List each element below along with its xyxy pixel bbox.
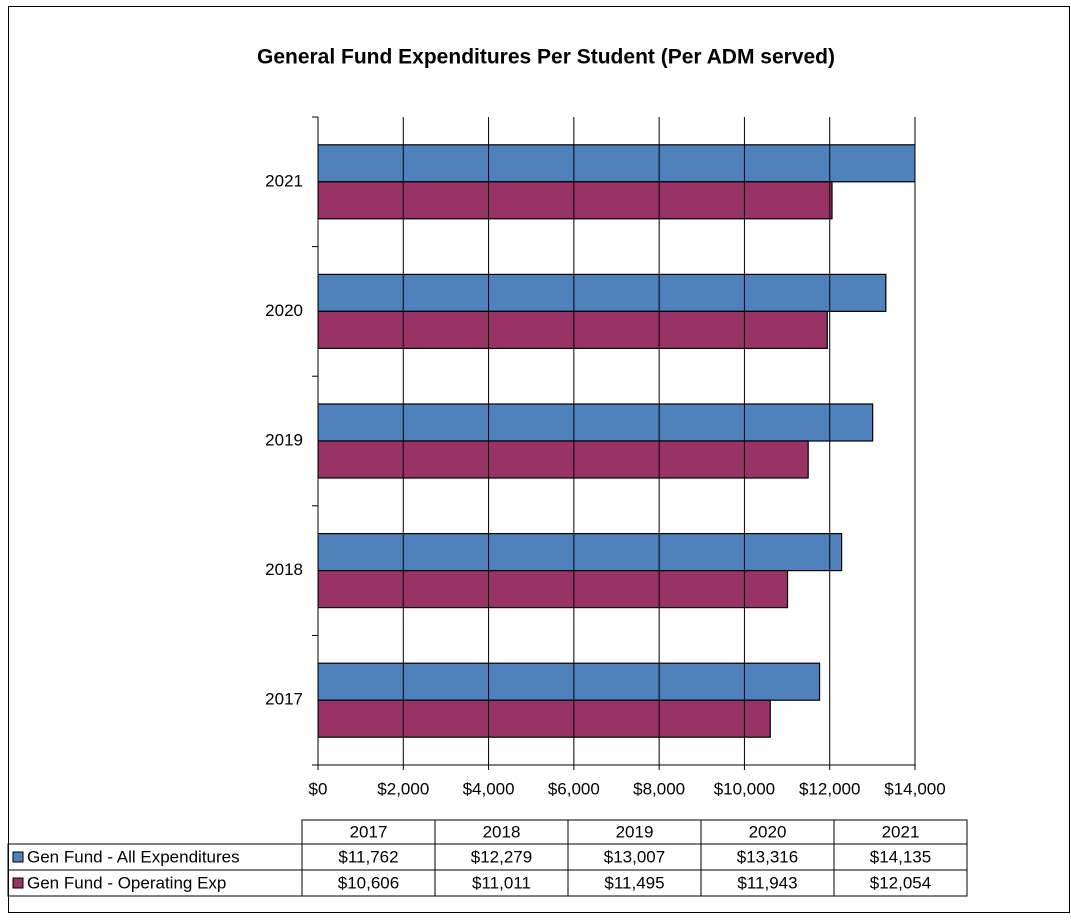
x-tick-label: $2,000 xyxy=(377,779,429,798)
bar xyxy=(318,273,887,312)
table-header: 2018 xyxy=(483,822,521,841)
x-tick-label: $12,000 xyxy=(799,779,860,798)
table-cell: $13,007 xyxy=(604,847,665,866)
table-cell: $11,011 xyxy=(472,873,531,892)
bar xyxy=(318,662,821,701)
table-cell: $14,135 xyxy=(870,847,931,866)
plot-area xyxy=(318,144,915,738)
x-tick-label: $8,000 xyxy=(633,779,685,798)
legend-label: Gen Fund - All Expenditures xyxy=(27,847,240,866)
legend-swatch xyxy=(12,851,24,863)
table-cell: $12,279 xyxy=(471,847,532,866)
table-cell: $11,943 xyxy=(737,873,797,892)
table-cell: $12,054 xyxy=(870,873,931,892)
table-cell: $13,316 xyxy=(737,847,798,866)
bar xyxy=(318,532,843,572)
bar xyxy=(318,310,828,349)
x-tick-label: $10,000 xyxy=(714,779,775,798)
bar xyxy=(318,440,809,479)
table-cell: $10,606 xyxy=(338,873,399,892)
table-cell: $11,495 xyxy=(604,873,664,892)
bar xyxy=(318,181,833,220)
bar xyxy=(318,699,771,738)
x-tick-label: $6,000 xyxy=(548,779,600,798)
table-cell: $11,762 xyxy=(338,847,398,866)
y-tick-label: 2020 xyxy=(265,301,303,320)
x-tick-label: $4,000 xyxy=(463,779,515,798)
y-tick-label: 2019 xyxy=(265,430,303,449)
legend-label: Gen Fund - Operating Exp xyxy=(27,873,226,892)
bar xyxy=(318,144,915,183)
bar xyxy=(318,569,789,609)
x-tick-label: $0 xyxy=(309,779,328,798)
table-header: 2019 xyxy=(616,822,654,841)
y-tick-label: 2018 xyxy=(265,560,303,579)
table-header: 2020 xyxy=(749,822,787,841)
table-header: 2021 xyxy=(882,822,920,841)
table-header: 2017 xyxy=(350,822,388,841)
legend-swatch xyxy=(12,877,24,889)
chart-title: General Fund Expenditures Per Student (P… xyxy=(257,46,835,69)
y-tick-label: 2021 xyxy=(265,171,303,190)
bar xyxy=(318,403,874,442)
x-tick-label: $14,000 xyxy=(884,779,945,798)
y-tick-label: 2017 xyxy=(265,690,303,709)
